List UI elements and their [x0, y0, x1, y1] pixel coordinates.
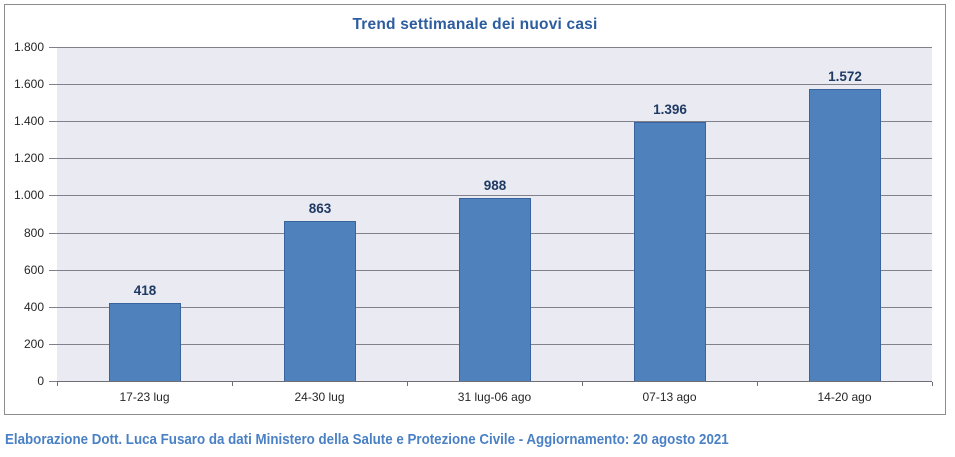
- x-axis-tick-5: [932, 382, 933, 386]
- x-axis-label-3: 07-13 ago: [642, 390, 697, 404]
- x-axis: 17-23 lug 24-30 lug 31 lug-06 ago 07-13 ago…: [57, 390, 932, 408]
- y-axis-label-1400: 1.400: [13, 114, 44, 128]
- y-axis-label-1800: 1.800: [13, 40, 44, 54]
- gridline-1800: [49, 47, 932, 48]
- y-axis-label-0: 0: [37, 374, 44, 388]
- x-axis-tick-2: [407, 382, 408, 386]
- gridline-1400: [49, 121, 932, 122]
- x-axis-label-2: 31 lug-06 ago: [457, 390, 532, 404]
- x-axis-label-1: 24-30 lug: [294, 390, 345, 404]
- bar-value-label-2: 988: [483, 178, 507, 193]
- x-axis-label-4: 14-20 ago: [817, 390, 872, 404]
- chart-title: Trend settimanale dei nuovi casi: [352, 16, 598, 33]
- y-axis-label-1000: 1.000: [13, 188, 44, 202]
- y-tick-0: [49, 381, 57, 382]
- bar-value-label-0: 418: [133, 283, 157, 298]
- x-axis-tick-1: [232, 382, 233, 386]
- gridline-1600: [49, 84, 932, 85]
- gridline-1000: [49, 195, 932, 196]
- bar-2: [459, 198, 531, 381]
- bar-value-label-1: 863: [308, 201, 332, 216]
- y-axis: 0 200 400 600 800 1.000 1.200 1.400 1.600 1.800: [0, 40, 46, 388]
- gridline-1200: [49, 158, 932, 159]
- y-axis-label-800: 800: [23, 226, 44, 240]
- x-axis-tick-0: [57, 382, 58, 386]
- y-axis-label-400: 400: [23, 300, 44, 314]
- x-axis-label-0: 17-23 lug: [119, 390, 170, 404]
- y-axis-label-1600: 1.600: [13, 77, 44, 91]
- bar-value-label-3: 1.396: [653, 102, 687, 117]
- bar-0: [109, 303, 181, 381]
- x-axis-tick-4: [757, 382, 758, 386]
- plot-area: 418 863 988 1.396 1.572: [49, 47, 933, 386]
- bar-value-label-4: 1.572: [828, 69, 862, 84]
- y-axis-label-1200: 1.200: [13, 151, 44, 165]
- bar-4: [809, 89, 881, 381]
- y-axis-label-200: 200: [23, 337, 44, 351]
- bar-1: [284, 221, 356, 381]
- y-axis-label-600: 600: [23, 263, 44, 277]
- bar-3: [634, 122, 706, 381]
- attribution-text: Elaborazione Dott. Luca Fusaro da dati M…: [5, 432, 729, 448]
- x-axis-tick-3: [582, 382, 583, 386]
